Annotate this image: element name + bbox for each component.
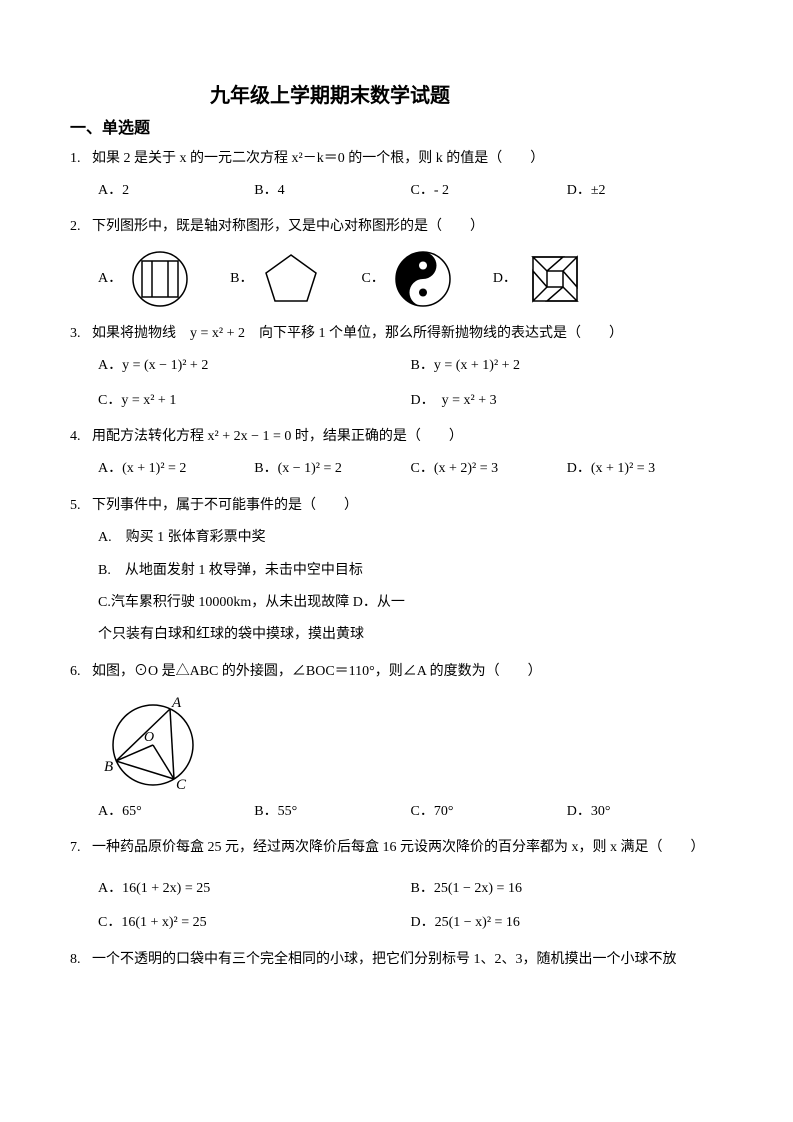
q-num: 2.	[70, 216, 92, 238]
q-stem: 如图，⊙O 是△ABC 的外接圆，∠BOC＝110°，则∠A 的度数为（ ）	[92, 661, 542, 683]
q-num: 3.	[70, 323, 92, 345]
question-8: 8. 一个不透明的口袋中有三个完全相同的小球，把它们分别标号 1、2、3，随机摸…	[70, 949, 723, 971]
shape-c-icon	[393, 249, 453, 309]
opt-b: B．4	[254, 180, 410, 202]
question-1: 1. 如果 2 是关于 x 的一元二次方程 x²－k＝0 的一个根，则 k 的值…	[70, 148, 723, 203]
opt-d: D． y = x² + 3	[411, 390, 724, 412]
q-stem: 下列事件中，属于不可能事件的是（ ）	[92, 495, 358, 517]
opt-d-label: D．	[493, 268, 517, 290]
opt-c: C．(x + 2)² = 3	[411, 458, 567, 480]
q-stem: 用配方法转化方程 x² + 2x − 1 = 0 时，结果正确的是（ ）	[92, 426, 463, 448]
opt-b: B．25(1 − 2x) = 16	[411, 878, 724, 900]
opt-b: B. 从地面发射 1 枚导弹，未击中空中目标	[70, 560, 723, 582]
opt-b: B．55°	[254, 801, 410, 823]
question-6: 6. 如图，⊙O 是△ABC 的外接圆，∠BOC＝110°，则∠A 的度数为（ …	[70, 661, 723, 824]
opt-a: A．(x + 1)² = 2	[98, 458, 254, 480]
opt-a: A．y = (x − 1)² + 2	[98, 355, 411, 377]
opt-c: C．- 2	[411, 180, 567, 202]
circle-triangle-diagram: A B C O	[98, 693, 208, 793]
opt-a-label: A．	[98, 268, 122, 290]
opt-a: A. 购买 1 张体育彩票中奖	[70, 527, 723, 549]
opt-b: B．(x − 1)² = 2	[254, 458, 410, 480]
q-stem: 一种药品原价每盒 25 元，经过两次降价后每盒 16 元设两次降价的百分率都为 …	[92, 837, 705, 859]
shape-d-icon	[525, 249, 585, 309]
opt-d: D．±2	[567, 180, 723, 202]
opt-cont: 个只装有白球和红球的袋中摸球，摸出黄球	[70, 624, 723, 646]
opt-c: C．70°	[411, 801, 567, 823]
opt-c-label: C．	[361, 268, 384, 290]
q-num: 5.	[70, 495, 92, 517]
q-num: 8.	[70, 949, 92, 971]
q-num: 4.	[70, 426, 92, 448]
svg-text:C: C	[176, 777, 187, 793]
svg-text:O: O	[144, 730, 154, 745]
opt-d: D．25(1 − x)² = 16	[411, 912, 724, 934]
opt-cd: C.汽车累积行驶 10000km，从未出现故障 D．从一	[70, 592, 723, 614]
opt-a: A．2	[98, 180, 254, 202]
opt-c: C．y = x² + 1	[98, 390, 411, 412]
opt-a: A．16(1 + 2x) = 25	[98, 878, 411, 900]
opt-d: D．30°	[567, 801, 723, 823]
opt-b: B．y = (x + 1)² + 2	[411, 355, 724, 377]
question-2: 2. 下列图形中，既是轴对称图形，又是中心对称图形的是（ ） A． B． C．	[70, 216, 723, 308]
question-5: 5. 下列事件中，属于不可能事件的是（ ） A. 购买 1 张体育彩票中奖 B.…	[70, 495, 723, 647]
opt-b-label: B．	[230, 268, 253, 290]
q-num: 6.	[70, 661, 92, 683]
q-stem: 如果将抛物线 y = x² + 2 向下平移 1 个单位，那么所得新抛物线的表达…	[92, 323, 623, 345]
shape-a-icon	[130, 249, 190, 309]
page-title: 九年级上学期期末数学试题	[70, 80, 450, 112]
opt-a: A．65°	[98, 801, 254, 823]
opt-d: D．(x + 1)² = 3	[567, 458, 723, 480]
q-stem: 下列图形中，既是轴对称图形，又是中心对称图形的是（ ）	[92, 216, 484, 238]
q-num: 7.	[70, 837, 92, 859]
q-stem: 如果 2 是关于 x 的一元二次方程 x²－k＝0 的一个根，则 k 的值是（ …	[92, 148, 544, 170]
question-4: 4. 用配方法转化方程 x² + 2x − 1 = 0 时，结果正确的是（ ） …	[70, 426, 723, 481]
shape-b-icon	[261, 249, 321, 309]
q-stem: 一个不透明的口袋中有三个完全相同的小球，把它们分别标号 1、2、3，随机摸出一个…	[92, 949, 677, 971]
section-heading: 一、单选题	[70, 116, 723, 142]
svg-text:B: B	[104, 759, 113, 775]
opt-c: C．16(1 + x)² = 25	[98, 912, 411, 934]
question-7: 7. 一种药品原价每盒 25 元，经过两次降价后每盒 16 元设两次降价的百分率…	[70, 837, 723, 934]
question-3: 3. 如果将抛物线 y = x² + 2 向下平移 1 个单位，那么所得新抛物线…	[70, 323, 723, 412]
q-num: 1.	[70, 148, 92, 170]
svg-text:A: A	[171, 695, 182, 711]
